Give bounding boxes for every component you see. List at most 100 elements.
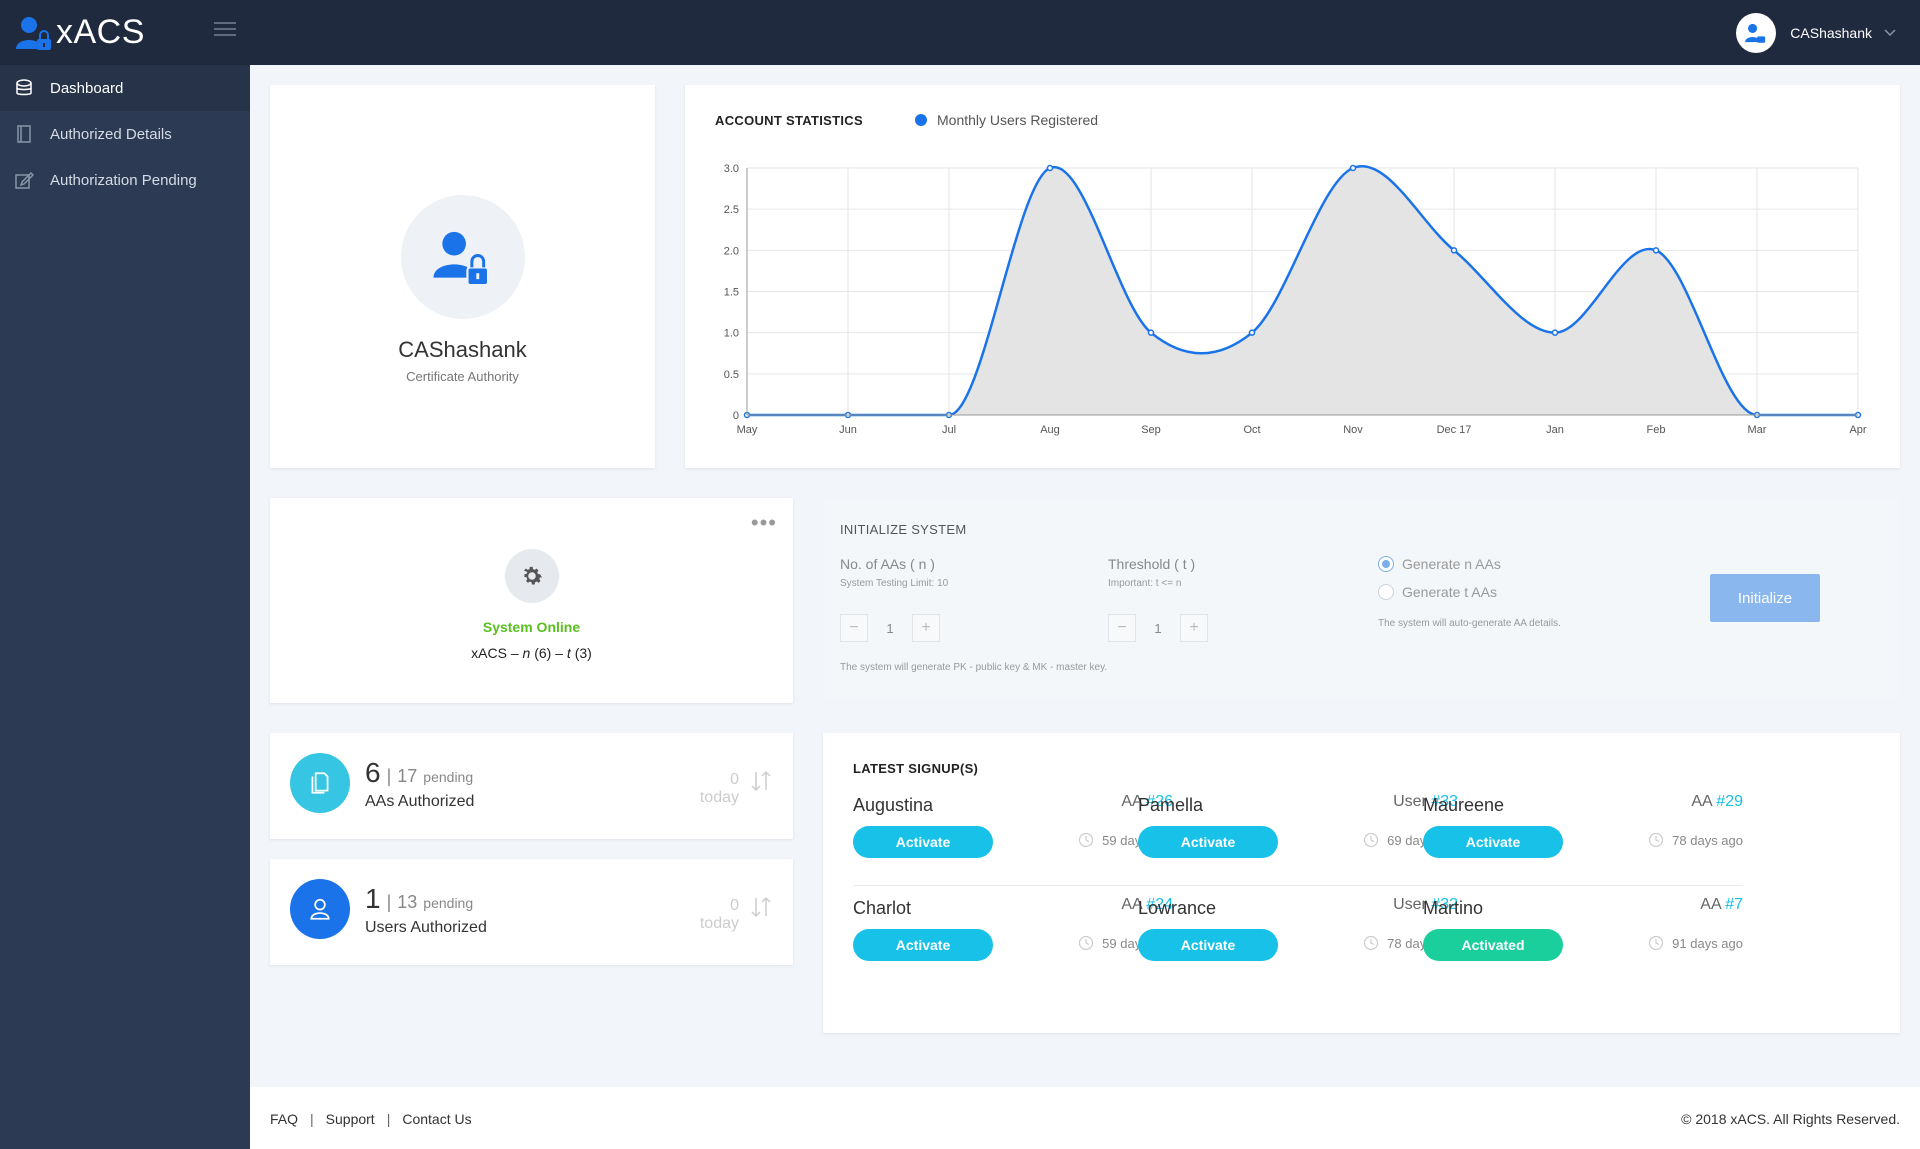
radio-checked-icon[interactable] bbox=[1378, 556, 1394, 572]
user-lock-logo-icon bbox=[14, 13, 56, 53]
document-icon bbox=[290, 753, 350, 813]
brand[interactable]: xACS bbox=[0, 0, 250, 65]
init-title: INITIALIZE SYSTEM bbox=[840, 522, 967, 537]
signup-number[interactable]: #24 bbox=[1146, 896, 1173, 913]
legend-label: Monthly Users Registered bbox=[937, 112, 1099, 128]
signup-name: Charlot bbox=[853, 898, 912, 918]
aas-decrement-button[interactable]: − bbox=[840, 614, 868, 642]
threshold-hint: Important: t <= n bbox=[1108, 578, 1182, 589]
radio-generate-t[interactable]: Generate t AAs bbox=[1378, 584, 1501, 600]
threshold-decrement-button[interactable]: − bbox=[1108, 614, 1136, 642]
counter-today-count: 0 bbox=[730, 897, 739, 914]
counter-today-count: 0 bbox=[730, 771, 739, 788]
signup-type: User bbox=[1393, 896, 1427, 913]
system-status: System Online bbox=[482, 619, 581, 635]
threshold-stepper[interactable]: − 1 + bbox=[1108, 614, 1208, 642]
counter-pending-label: pending bbox=[423, 895, 474, 911]
x-tick-label: Jun bbox=[839, 424, 857, 436]
x-tick-label: Mar bbox=[1748, 424, 1767, 436]
signup-name: Martino bbox=[1423, 898, 1484, 918]
sidebar-item-authorization-pending[interactable]: Authorization Pending bbox=[0, 157, 250, 203]
brand-name: xACS bbox=[56, 13, 145, 51]
system-formula: xACS – n (6) – t (3) bbox=[270, 645, 793, 661]
aas-field: No. of AAs ( n ) System Testing Limit: 1… bbox=[840, 556, 948, 589]
activate-button[interactable]: Activate bbox=[853, 826, 993, 858]
threshold-increment-button[interactable]: + bbox=[1180, 614, 1208, 642]
avatar bbox=[1736, 13, 1777, 53]
chart-legend[interactable]: Monthly Users Registered bbox=[915, 112, 1098, 128]
x-tick-label: Feb bbox=[1647, 424, 1666, 436]
activate-button[interactable]: Activate bbox=[853, 929, 993, 961]
signup-time-text: 91 days ago bbox=[1672, 935, 1743, 951]
user-menu[interactable]: CAShashank bbox=[1736, 13, 1896, 53]
profile-role: Certificate Authority bbox=[406, 369, 519, 384]
clock-icon bbox=[1649, 832, 1664, 848]
formula-t: t bbox=[566, 645, 571, 661]
user-name: CAShashank bbox=[1790, 25, 1872, 41]
legend-dot-icon bbox=[915, 114, 927, 126]
aas-authorized-card: 6 | 17 pending AAs Authorized 0 today bbox=[270, 733, 793, 839]
aas-increment-button[interactable]: + bbox=[912, 614, 940, 642]
signup-number[interactable]: #7 bbox=[1725, 896, 1743, 913]
y-tick-label: 0.5 bbox=[724, 369, 739, 381]
data-point bbox=[1349, 164, 1357, 172]
sort-arrows-icon bbox=[751, 896, 771, 918]
signup-number[interactable]: #33 bbox=[1431, 793, 1458, 810]
aas-stepper[interactable]: − 1 + bbox=[840, 614, 940, 642]
x-tick-label: Jul bbox=[942, 424, 956, 436]
signup-tag: AA #26 bbox=[1121, 793, 1173, 811]
radio-generate-n[interactable]: Generate n AAs bbox=[1378, 556, 1501, 572]
footer-copyright: © 2018 xACS. All Rights Reserved. bbox=[1681, 1111, 1900, 1127]
counter-main: 6 | 17 pending AAs Authorized bbox=[365, 757, 475, 810]
sidebar-item-label: Dashboard bbox=[50, 79, 124, 97]
threshold-label: Threshold ( t ) bbox=[1108, 556, 1196, 572]
x-tick-label: Apr bbox=[1849, 424, 1866, 436]
avatar bbox=[400, 195, 525, 319]
sidebar-item-authorized-details[interactable]: Authorized Details bbox=[0, 111, 250, 157]
sort-arrows-icon bbox=[751, 770, 771, 792]
profile-card: CAShashank Certificate Authority bbox=[270, 85, 655, 468]
formula-n: n bbox=[522, 645, 531, 661]
activate-button[interactable]: Activate bbox=[1138, 826, 1278, 858]
y-tick-label: 2.0 bbox=[724, 245, 739, 257]
y-tick-label: 2.5 bbox=[724, 204, 739, 216]
notebook-icon bbox=[17, 125, 31, 143]
activate-button[interactable]: Activate bbox=[1138, 929, 1278, 961]
signup-tag: AA #29 bbox=[1691, 793, 1743, 811]
activate-button[interactable]: Activate bbox=[1423, 826, 1563, 858]
area-chart: 0 0.5 1.0 1.5 2.0 2.5 3.0 May Jun Jul Aug Sep Oct Nov… bbox=[724, 163, 1867, 436]
x-tick-label: May bbox=[737, 424, 758, 436]
formula-prefix: xACS – bbox=[471, 645, 523, 661]
divider bbox=[853, 885, 1173, 886]
counter-today: 0 today bbox=[700, 897, 739, 933]
threshold-value[interactable]: 1 bbox=[1154, 620, 1162, 636]
more-options-icon[interactable]: ••• bbox=[750, 510, 777, 535]
aas-value[interactable]: 1 bbox=[886, 620, 894, 636]
x-tick-label: Jan bbox=[1546, 424, 1564, 436]
signup-number[interactable]: #29 bbox=[1716, 793, 1743, 810]
signup-item: Maureene AA #29 Activate 78 days ago bbox=[1423, 793, 1743, 895]
footer-link-support[interactable]: Support bbox=[325, 1111, 375, 1127]
counter-today: 0 today bbox=[700, 771, 739, 807]
account-statistics-card: ACCOUNT STATISTICS Monthly Users Registe… bbox=[685, 85, 1900, 468]
signup-name: Maureene bbox=[1423, 795, 1505, 815]
footer-link-contact[interactable]: Contact Us bbox=[402, 1111, 472, 1127]
formula-dash: – bbox=[551, 645, 567, 661]
radio-unchecked-icon[interactable] bbox=[1378, 584, 1394, 600]
divider bbox=[1138, 885, 1458, 886]
signup-type: User bbox=[1393, 793, 1427, 810]
pk-note: The system will generate PK - public key… bbox=[840, 662, 1108, 673]
counter-count: 6 bbox=[365, 757, 381, 788]
activated-button[interactable]: Activated bbox=[1423, 929, 1563, 961]
formula-n-value: (6) bbox=[534, 645, 552, 661]
signup-number[interactable]: #32 bbox=[1431, 896, 1458, 913]
sidebar-item-dashboard[interactable]: Dashboard bbox=[0, 65, 250, 111]
signup-number[interactable]: #26 bbox=[1146, 793, 1173, 810]
x-tick-label: Nov bbox=[1343, 424, 1363, 436]
y-tick-label: 0 bbox=[733, 410, 739, 422]
menu-toggle-icon[interactable] bbox=[214, 22, 236, 40]
footer-link-faq[interactable]: FAQ bbox=[270, 1111, 299, 1127]
initialize-button[interactable]: Initialize bbox=[1710, 574, 1820, 622]
